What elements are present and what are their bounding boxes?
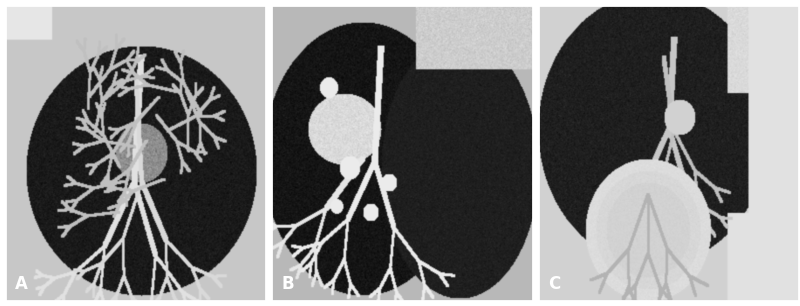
Text: C: C (548, 274, 560, 293)
Text: A: A (15, 274, 28, 293)
Text: B: B (282, 274, 294, 293)
